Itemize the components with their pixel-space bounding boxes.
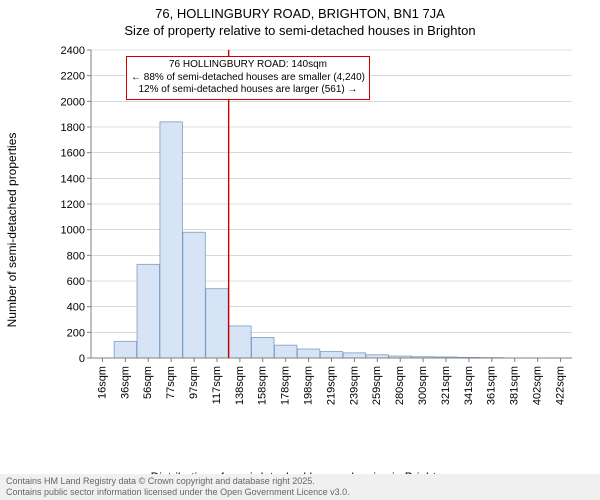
svg-text:219sqm: 219sqm — [325, 366, 337, 405]
chart-svg: 0 200 400 600 800 1000 1200 1400 1600 1800 2000 220… — [55, 46, 580, 416]
svg-text:200: 200 — [67, 327, 85, 339]
footer-line-1: Contains HM Land Registry data © Crown c… — [6, 476, 594, 487]
svg-text:138sqm: 138sqm — [234, 366, 246, 405]
svg-text:239sqm: 239sqm — [348, 366, 360, 405]
y-axis-label: Number of semi-detached properties — [5, 133, 19, 328]
attribution-footer: Contains HM Land Registry data © Crown c… — [0, 474, 600, 500]
svg-text:422sqm: 422sqm — [554, 366, 566, 405]
svg-text:1600: 1600 — [61, 148, 85, 160]
svg-text:2400: 2400 — [61, 46, 85, 57]
page-subtitle: Size of property relative to semi-detach… — [0, 21, 600, 38]
svg-text:56sqm: 56sqm — [142, 366, 154, 399]
svg-text:361sqm: 361sqm — [486, 366, 498, 405]
svg-text:158sqm: 158sqm — [257, 366, 269, 405]
svg-text:1000: 1000 — [61, 225, 85, 237]
svg-text:341sqm: 341sqm — [463, 366, 475, 405]
svg-text:280sqm: 280sqm — [394, 366, 406, 405]
svg-text:2200: 2200 — [61, 71, 85, 83]
svg-text:400: 400 — [67, 302, 85, 314]
svg-text:800: 800 — [67, 250, 85, 262]
callout-line-3: 12% of semi-detached houses are larger (… — [131, 84, 365, 97]
svg-text:259sqm: 259sqm — [371, 366, 383, 405]
callout-line-1: 76 HOLLINGBURY ROAD: 140sqm — [131, 59, 365, 72]
svg-text:178sqm: 178sqm — [280, 366, 292, 405]
footer-line-2: Contains public sector information licen… — [6, 487, 594, 498]
svg-text:2000: 2000 — [61, 96, 85, 108]
svg-text:0: 0 — [79, 353, 85, 365]
chart-container: { "title": "76, HOLLINGBURY ROAD, BRIGHT… — [0, 0, 600, 500]
svg-text:198sqm: 198sqm — [303, 366, 315, 405]
svg-text:402sqm: 402sqm — [532, 366, 544, 405]
svg-text:1800: 1800 — [61, 122, 85, 134]
svg-text:77sqm: 77sqm — [165, 366, 177, 399]
plot-area: 0 200 400 600 800 1000 1200 1400 1600 1800 2000 220… — [55, 46, 580, 416]
svg-text:117sqm: 117sqm — [211, 366, 223, 404]
svg-text:97sqm: 97sqm — [188, 366, 200, 399]
svg-text:1200: 1200 — [61, 199, 85, 211]
svg-text:600: 600 — [67, 276, 85, 288]
callout-line-2: ← 88% of semi-detached houses are smalle… — [131, 72, 365, 85]
svg-text:36sqm: 36sqm — [119, 366, 131, 399]
svg-text:381sqm: 381sqm — [509, 366, 521, 405]
callout-box: 76 HOLLINGBURY ROAD: 140sqm ← 88% of sem… — [126, 56, 370, 100]
page-title: 76, HOLLINGBURY ROAD, BRIGHTON, BN1 7JA — [0, 0, 600, 21]
svg-text:300sqm: 300sqm — [417, 366, 429, 405]
svg-text:1400: 1400 — [61, 173, 85, 185]
svg-text:16sqm: 16sqm — [96, 366, 108, 399]
svg-text:321sqm: 321sqm — [440, 366, 452, 405]
